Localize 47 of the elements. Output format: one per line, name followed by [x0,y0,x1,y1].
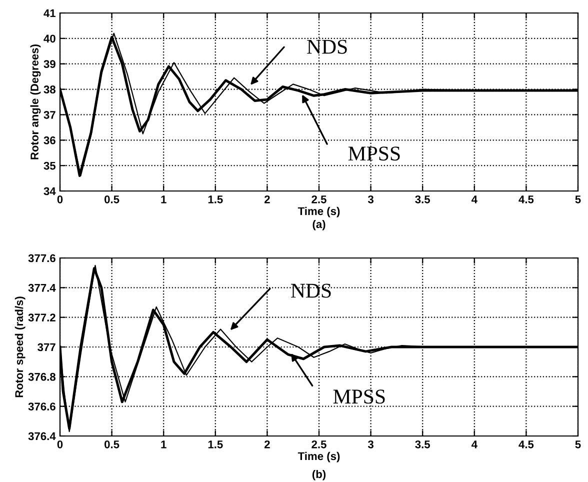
text: MPSS [348,146,400,161]
y-tick-label: 377.4 [28,284,56,292]
x-tick-label: 0.5 [104,440,120,448]
y-tick-label: 39 [44,60,56,68]
x-tick-label: 4.5 [518,440,534,448]
x-tick-label: 4.5 [518,196,534,204]
y-tick-label: 377.2 [28,314,56,322]
y-tick-label: 36 [44,136,56,144]
y-tick-label: 37 [44,110,56,119]
x-tick-label: 4 [471,440,478,448]
legend-label: NDS [290,284,331,298]
y-axis-title: Rotor speed (rad/s) [14,296,26,398]
x-tick-label: 2 [264,195,270,204]
x-tick-label: 5 [575,440,581,448]
y-tick-label: 376.8 [28,372,56,381]
x-tick-label: 4 [471,196,478,204]
y-tick-label: 40 [44,34,56,43]
y-tick-label: 377 [38,343,56,352]
x-tick-label: 1.5 [208,196,223,204]
y-tick-label: 34 [44,187,56,196]
y-tick-label: 376.6 [28,402,56,410]
x-tick-label: 2 [264,440,270,448]
x-tick-label: 0.5 [104,195,120,204]
x-tick-label: 3 [368,195,374,204]
x-axis-title: Time (s) [298,452,340,462]
x-tick-label: 3.5 [415,440,430,448]
y-tick-label: 38 [44,86,56,94]
text: (a) [312,220,326,230]
y-tick-label: 41 [44,9,56,18]
legend-label: NDS [307,40,347,54]
x-tick-label: 1.5 [208,440,223,448]
x-tick-label: 3 [368,440,374,448]
y-tick-label: 376.4 [28,432,56,440]
y-tick-label: 377.6 [28,254,56,262]
y-axis-title: Rotor angle (Degrees) [30,44,41,160]
x-tick-label: 2.5 [312,195,326,204]
x-tick-label: 0 [57,440,63,448]
x-tick-label: 1 [161,440,166,448]
x-tick-label: 2.5 [312,440,326,448]
x-axis-title: Time (s) [298,206,340,218]
x-tick-label: 0 [57,195,63,204]
x-tick-label: 3.5 [415,195,430,204]
y-tick-label: 35 [44,162,56,170]
text: (b) [312,470,326,480]
x-tick-label: 1 [161,196,166,204]
x-tick-label: 5 [575,196,581,204]
series-label: MPSS [333,390,385,404]
